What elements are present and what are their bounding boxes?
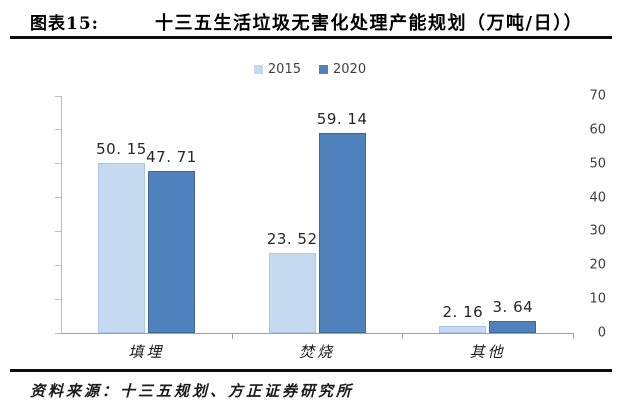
y-tick-label: 50 (589, 156, 606, 172)
y-tick-label: 20 (589, 257, 606, 273)
bar-value-label: 3. 64 (492, 297, 534, 316)
y-tick-label: 70 (589, 88, 606, 104)
y-tick-label: 60 (589, 122, 606, 138)
bar-2020-焚烧 (318, 132, 366, 333)
bar-2015-焚烧 (268, 253, 316, 333)
legend-label: 2015 (267, 61, 301, 77)
bar-2015-其他 (439, 325, 487, 333)
bar-2015-填埋 (98, 163, 145, 333)
y-tick-mark (55, 298, 61, 300)
bar-2020-填埋 (148, 171, 195, 333)
y-tick-mark (55, 163, 61, 165)
x-tick-mark (231, 334, 233, 339)
bar-value-label: 47. 71 (146, 148, 197, 167)
y-tick-label: 30 (589, 223, 606, 239)
category-axis-labels: 填埋 焚烧 其他 (61, 341, 573, 361)
figure-number-label: 图表15: (30, 14, 99, 34)
legend-swatch-2020 (319, 64, 328, 74)
figure-header: 图表15: 十三五生活垃圾无害化处理产能规划（万吨/日）） (30, 9, 608, 35)
y-tick-mark (55, 332, 61, 334)
category-label: 其他 (469, 343, 506, 361)
y-tick-mark (55, 197, 61, 199)
top-divider-rule (10, 36, 612, 39)
chart-legend: 2015 2020 (0, 60, 620, 78)
source-note: 资料来源：十三五规划、方正证券研究所 (30, 382, 355, 400)
y-tick-label: 0 (597, 325, 606, 341)
category-label: 填埋 (128, 343, 165, 361)
y-tick-label: 40 (589, 190, 606, 206)
bar-value-label: 50. 15 (96, 140, 147, 159)
y-tick-mark (55, 264, 61, 266)
bar-value-label: 59. 14 (316, 109, 368, 128)
legend-item: 2020 (319, 62, 366, 77)
legend-label: 2020 (333, 61, 367, 77)
plot-area: 50. 15 47. 71 23. 52 59. 14 2. 16 3. 64 (61, 96, 574, 334)
chart-title: 十三五生活垃圾无害化处理产能规划（万吨/日）） (155, 13, 584, 34)
y-tick-mark (55, 95, 61, 97)
bar-2020-其他 (489, 320, 537, 333)
y-tick-mark (55, 230, 61, 232)
y-tick-mark (55, 129, 61, 131)
bottom-divider-rule (10, 369, 612, 372)
y-tick-label: 10 (589, 291, 606, 307)
x-tick-mark (402, 334, 404, 339)
legend-swatch-2015 (253, 64, 263, 74)
bar-value-label: 2. 16 (442, 302, 484, 321)
bar-value-label: 23. 52 (266, 230, 318, 249)
legend-item: 2015 (253, 61, 301, 77)
category-label: 焚烧 (298, 343, 336, 361)
x-tick-mark (573, 334, 574, 339)
